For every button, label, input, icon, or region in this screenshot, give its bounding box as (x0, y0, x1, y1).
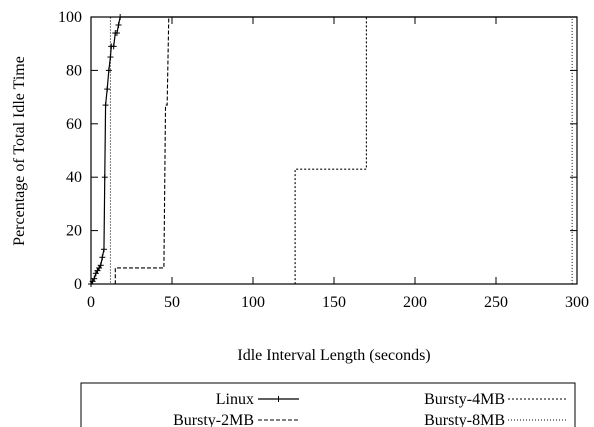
legend-label: Bursty-8MB (424, 412, 505, 427)
x-tick-label: 250 (484, 294, 508, 311)
legend-item-2: Bursty-4MB (424, 391, 566, 408)
x-tick-label: 300 (565, 294, 589, 311)
x-tick-label: 50 (164, 294, 180, 311)
series-point-0-15 (110, 43, 117, 50)
legend: Linux Bursty-2MB Bursty-4MB Bursty-8MB (80, 382, 576, 427)
series-point-0-17 (113, 30, 120, 37)
series-point-0-10 (102, 102, 109, 109)
legend-frame (80, 382, 576, 427)
legend-item-1: Bursty-2MB (173, 412, 299, 427)
legend-label: Bursty-4MB (424, 391, 505, 408)
series-point-0-18 (115, 22, 122, 29)
legend-label: Bursty-2MB (173, 412, 254, 427)
y-tick-label: 20 (66, 223, 82, 240)
legend-label: Linux (216, 391, 254, 408)
series-line-3 (91, 16, 577, 285)
series-point-0-7 (99, 254, 106, 261)
y-tick-label: 80 (66, 62, 82, 79)
y-tick-label: 60 (66, 116, 82, 133)
y-tick-label: 100 (58, 9, 82, 26)
series-line-1 (91, 16, 577, 285)
series-point-0-2 (91, 275, 98, 282)
y-axis-ticks: 0 20 40 60 80 100 (58, 9, 577, 293)
legend-item-3: Bursty-8MB (424, 412, 566, 427)
x-axis-label: Idle Interval Length (seconds) (237, 347, 430, 364)
x-tick-label: 200 (403, 294, 427, 311)
x-tick-label: 0 (87, 294, 95, 311)
series-point-0-6 (97, 262, 104, 269)
plot-series-layer (88, 14, 577, 287)
x-tick-label: 150 (322, 294, 346, 311)
series-line-0 (90, 16, 577, 285)
plot-frame (90, 16, 578, 285)
series-line-2 (91, 16, 577, 285)
x-tick-label: 100 (241, 294, 265, 311)
legend-item-0: Linux (216, 391, 299, 408)
y-axis-label: Percentage of Total Idle Time (11, 56, 28, 246)
y-tick-label: 40 (66, 169, 82, 186)
x-axis-ticks: 0 50 100 150 200 250 300 (87, 17, 589, 311)
series-point-0-8 (100, 246, 107, 253)
series-point-0-11 (104, 86, 111, 93)
series-point-0-12 (105, 67, 112, 74)
series-point-0-9 (101, 174, 108, 181)
y-tick-label: 0 (74, 276, 82, 293)
